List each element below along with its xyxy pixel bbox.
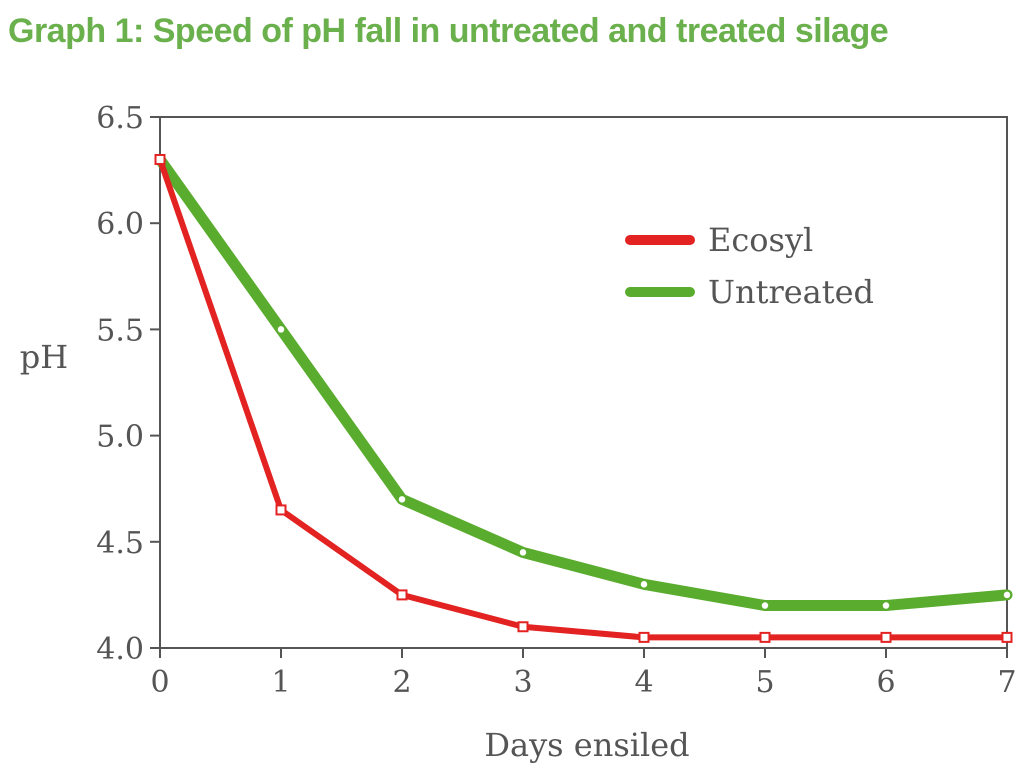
legend-label-ecosyl: Ecosyl (708, 221, 813, 259)
data-point-untreated (518, 547, 528, 558)
data-point-untreated (881, 600, 891, 611)
y-tick-label: 6.0 (96, 207, 144, 242)
x-tick-label: 5 (755, 665, 774, 700)
x-tick-label: 3 (513, 665, 532, 700)
data-point-untreated (397, 494, 407, 505)
data-point-untreated (760, 600, 770, 611)
data-point-untreated (1002, 590, 1012, 600)
data-point-ecosyl (638, 631, 650, 643)
data-point-ecosyl (154, 153, 166, 165)
x-axis-ticks: 0 1 2 3 4 5 6 7 (150, 648, 1017, 700)
data-point-ecosyl (517, 621, 529, 633)
data-point-ecosyl (396, 589, 408, 601)
data-point-untreated (639, 579, 649, 590)
data-point-untreated (276, 324, 286, 335)
x-tick-label: 0 (150, 665, 169, 700)
series-line-ecosyl (157, 156, 1010, 641)
y-tick-label: 4.0 (96, 632, 144, 667)
y-tick-label: 6.5 (96, 101, 144, 136)
plot-area-frame (159, 116, 1008, 649)
x-tick-label: 6 (876, 665, 895, 700)
series-line-untreated (154, 153, 1013, 612)
legend: Ecosyl Untreated (625, 221, 874, 311)
data-point-ecosyl (275, 504, 287, 516)
y-axis-ticks: 4.0 4.5 5.0 5.5 6.0 6.5 (96, 101, 160, 667)
series-layer (154, 153, 1013, 643)
x-tick-label: 4 (634, 665, 653, 700)
x-tick-label: 7 (997, 665, 1016, 700)
chart-title: Graph 1: Speed of pH fall in untreated a… (8, 12, 889, 50)
y-axis-label: pH (20, 338, 68, 376)
data-point-ecosyl (880, 631, 892, 643)
y-tick-label: 4.5 (96, 526, 144, 561)
y-tick-label: 5.0 (96, 420, 144, 455)
x-tick-label: 1 (271, 665, 290, 700)
data-point-ecosyl (759, 631, 771, 643)
legend-label-untreated: Untreated (708, 273, 874, 311)
y-tick-label: 5.5 (96, 313, 144, 348)
x-axis-label: Days ensiled (484, 726, 689, 764)
data-point-ecosyl (1001, 631, 1013, 643)
x-tick-label: 2 (392, 665, 411, 700)
